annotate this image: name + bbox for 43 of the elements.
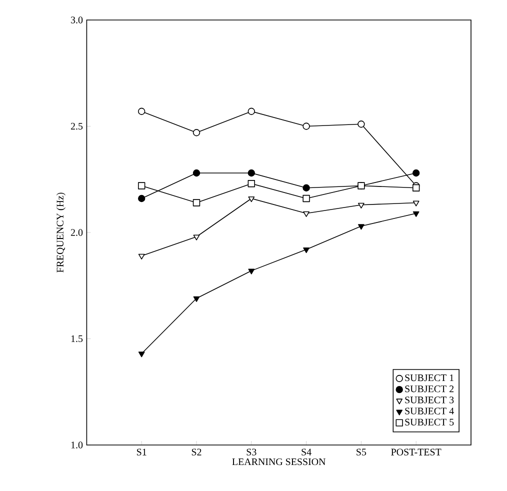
x-tick-label: S1 (137, 448, 146, 456)
x-axis-title: LEARNING SESSION (232, 458, 326, 466)
point (412, 169, 420, 177)
legend-label: SUBJECT 1 (405, 374, 454, 382)
point (248, 196, 255, 202)
point (248, 169, 255, 177)
point (193, 296, 200, 302)
point (248, 180, 255, 188)
point (302, 122, 310, 130)
point (358, 120, 365, 128)
point (303, 211, 310, 217)
point (358, 224, 364, 230)
point (192, 129, 200, 136)
y-axis-title: FREQUENCY (Hz) (56, 192, 66, 272)
point (192, 169, 200, 177)
x-tick-label: S5 (356, 448, 366, 456)
x-tick-label: S2 (192, 448, 202, 456)
legend-label: SUBJECT 5 (405, 418, 454, 426)
point (412, 200, 420, 206)
x-tick-label: POST-TEST (391, 448, 442, 456)
point (248, 268, 255, 274)
point (412, 211, 420, 217)
legend-label: SUBJECT 4 (405, 408, 454, 414)
point (138, 254, 145, 260)
x-tick-label: S4 (302, 448, 312, 456)
y-tick-label: 2.0 (70, 229, 83, 236)
point (302, 194, 310, 202)
y-tick-label: 1.5 (71, 335, 83, 342)
point (192, 199, 200, 206)
legend-label: SUBJECT 2 (405, 386, 454, 392)
point (248, 108, 255, 115)
legend-label: SUBJECT 3 (405, 396, 454, 404)
y-tick-label: 1.0 (71, 442, 83, 448)
point (358, 202, 364, 208)
x-tick-label: S3 (246, 448, 256, 456)
point (138, 182, 146, 190)
y-tick-label: 2.5 (70, 122, 83, 130)
point (138, 194, 146, 202)
point (138, 352, 145, 358)
point (193, 234, 200, 240)
point (303, 248, 310, 254)
y-tick-label: 3.0 (71, 16, 83, 24)
point (302, 184, 310, 192)
